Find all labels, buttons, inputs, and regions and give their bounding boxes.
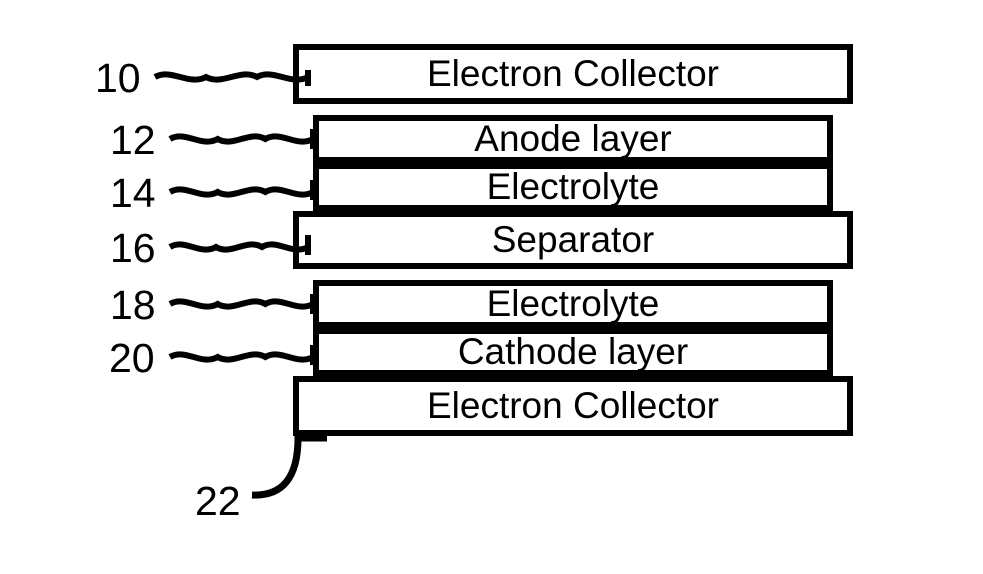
connector-r22 [0, 0, 983, 574]
